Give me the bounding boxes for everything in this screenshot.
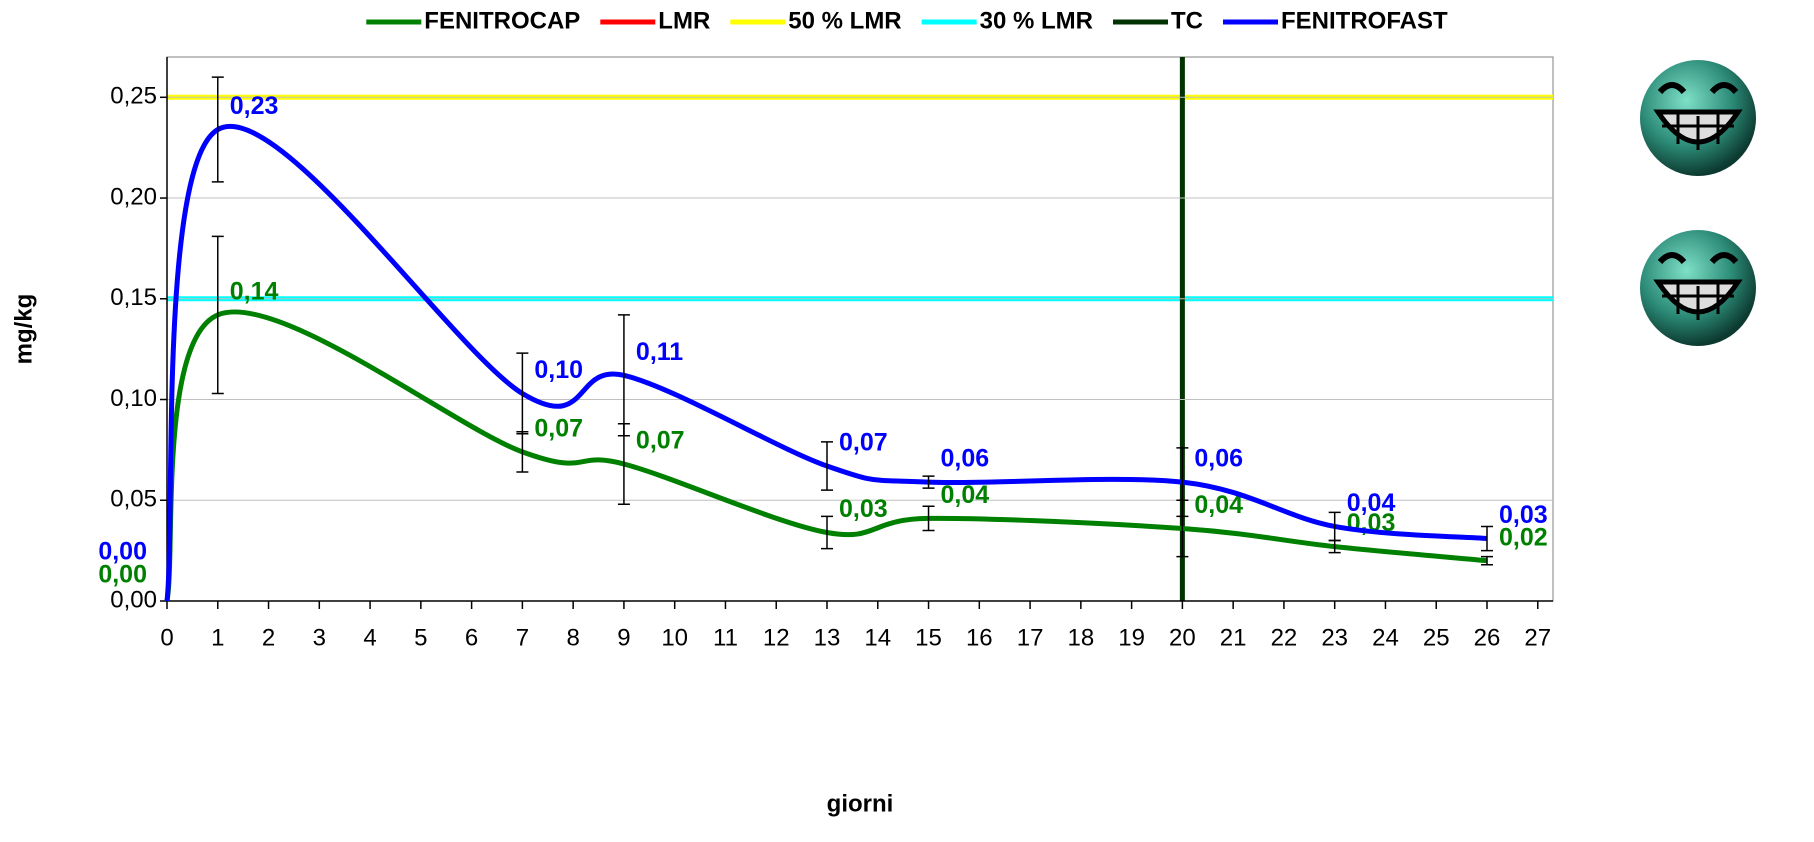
x-tick-label: 4 bbox=[363, 624, 376, 651]
value-label: 0,03 bbox=[1499, 501, 1548, 529]
x-tick-label: 11 bbox=[713, 624, 738, 651]
value-label: 0,23 bbox=[230, 92, 279, 120]
value-label: 0,04 bbox=[1347, 489, 1396, 517]
x-tick-label: 0 bbox=[160, 624, 173, 651]
y-tick-label: 0,10 bbox=[110, 385, 157, 412]
legend-label: FENITROFAST bbox=[1281, 7, 1448, 34]
value-label: 0,04 bbox=[941, 481, 990, 509]
x-tick-label: 8 bbox=[566, 624, 579, 651]
x-tick-label: 17 bbox=[1017, 624, 1044, 651]
value-label: 0,06 bbox=[941, 445, 990, 473]
value-label: 0,00 bbox=[98, 538, 147, 566]
smiley-icon bbox=[1640, 230, 1756, 346]
x-tick-label: 25 bbox=[1423, 624, 1450, 651]
legend-label: FENITROCAP bbox=[424, 7, 580, 34]
x-tick-label: 5 bbox=[414, 624, 427, 651]
x-tick-label: 16 bbox=[966, 624, 993, 651]
y-tick-label: 0,25 bbox=[110, 83, 157, 110]
x-tick-label: 13 bbox=[814, 624, 841, 651]
x-axis-title: giorni bbox=[827, 790, 894, 817]
x-tick-label: 24 bbox=[1372, 624, 1399, 651]
y-tick-label: 0,00 bbox=[110, 586, 157, 613]
x-tick-label: 2 bbox=[262, 624, 275, 651]
value-label: 0,14 bbox=[230, 278, 279, 306]
x-tick-label: 3 bbox=[313, 624, 326, 651]
x-tick-label: 27 bbox=[1524, 624, 1551, 651]
value-label: 0,06 bbox=[1194, 445, 1243, 473]
x-tick-label: 19 bbox=[1118, 624, 1145, 651]
y-tick-label: 0,15 bbox=[110, 284, 157, 311]
legend-label: TC bbox=[1171, 7, 1203, 34]
x-tick-label: 26 bbox=[1474, 624, 1501, 651]
y-tick-label: 0,05 bbox=[110, 486, 157, 513]
legend-label: 50 % LMR bbox=[788, 7, 901, 34]
y-tick-label: 0,20 bbox=[110, 183, 157, 210]
x-tick-label: 6 bbox=[465, 624, 478, 651]
x-tick-label: 1 bbox=[211, 624, 224, 651]
value-label: 0,07 bbox=[534, 415, 583, 443]
legend: FENITROCAP LMR 50 % LMR 30 % LMR TC FENITROFA… bbox=[366, 7, 1448, 34]
legend-label: 30 % LMR bbox=[980, 7, 1093, 34]
x-tick-label: 21 bbox=[1220, 624, 1247, 651]
value-label: 0,11 bbox=[636, 338, 683, 366]
legend-label: LMR bbox=[658, 7, 710, 34]
x-tick-label: 14 bbox=[864, 624, 891, 651]
value-label: 0,07 bbox=[839, 429, 888, 457]
value-label: 0,03 bbox=[839, 495, 888, 523]
x-tick-label: 7 bbox=[516, 624, 529, 651]
x-tick-label: 9 bbox=[617, 624, 630, 651]
smiley-icon bbox=[1640, 60, 1756, 176]
y-axis-title: mg/kg bbox=[10, 294, 37, 365]
value-label: 0,10 bbox=[534, 356, 583, 384]
x-tick-label: 10 bbox=[661, 624, 688, 651]
chart: giorni mg/kg FENITROCAP LMR 50 % LMR 30 % L… bbox=[0, 0, 1814, 842]
x-tick-label: 20 bbox=[1169, 624, 1196, 651]
x-tick-label: 23 bbox=[1321, 624, 1348, 651]
value-label: 0,07 bbox=[636, 427, 685, 455]
x-tick-label: 12 bbox=[763, 624, 790, 651]
x-tick-label: 18 bbox=[1067, 624, 1094, 651]
x-tick-label: 15 bbox=[915, 624, 942, 651]
x-tick-label: 22 bbox=[1271, 624, 1298, 651]
